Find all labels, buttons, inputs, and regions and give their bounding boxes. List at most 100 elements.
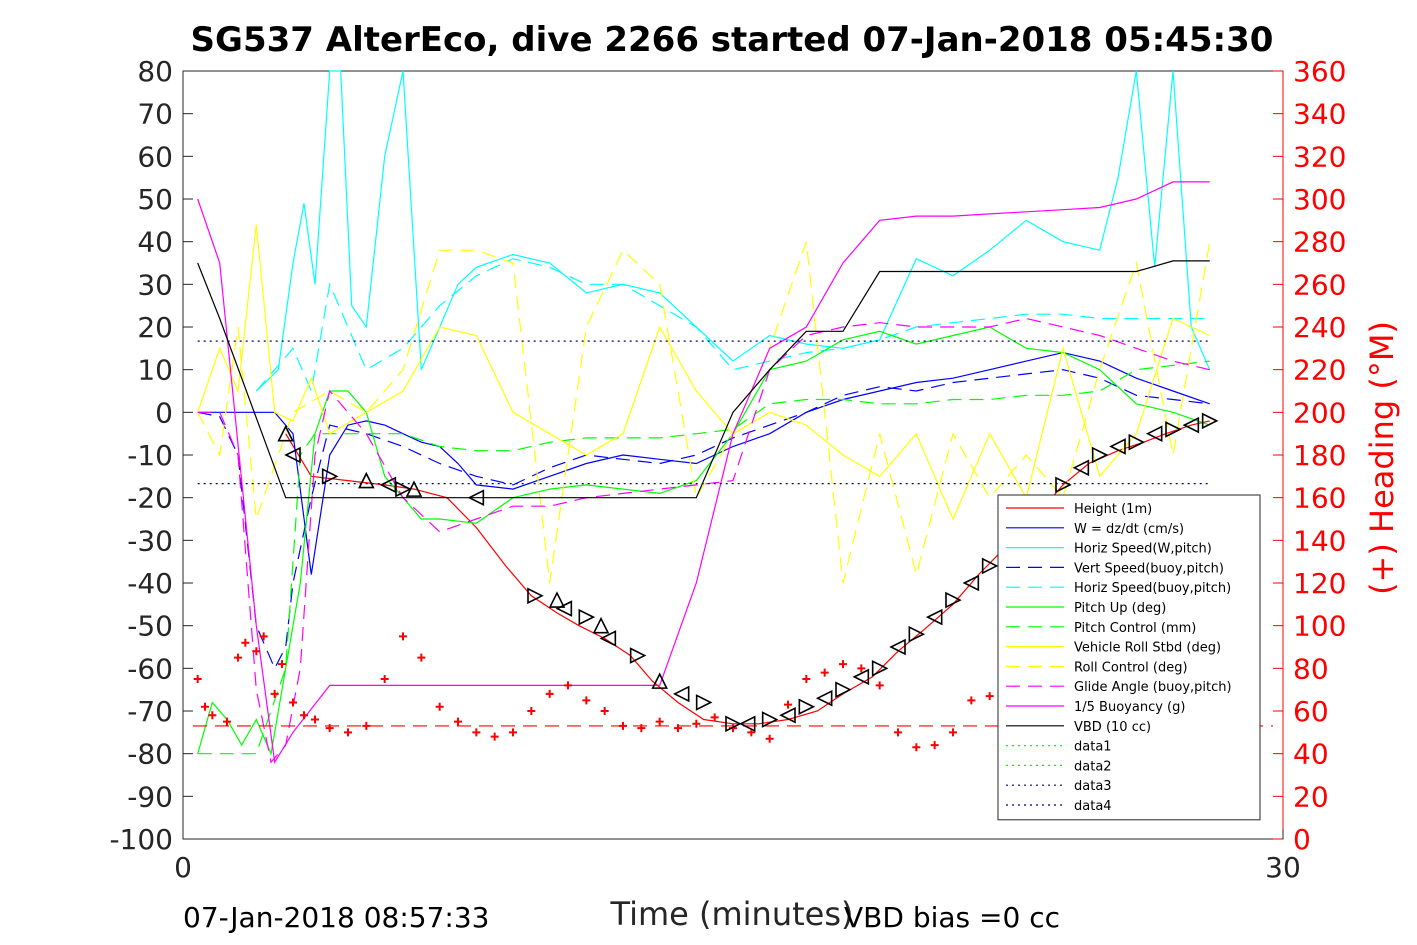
right-tick-label: 340 <box>1293 98 1346 131</box>
legend-label: Vehicle Roll Stbd (deg) <box>1074 641 1221 656</box>
climb-marker <box>835 681 852 698</box>
left-tick-label: -60 <box>127 652 173 685</box>
climb-marker <box>761 711 779 728</box>
right-tick-label: 320 <box>1293 140 1346 173</box>
heading-point <box>259 632 268 641</box>
left-tick-label: -30 <box>127 524 173 557</box>
heading-point <box>252 647 261 656</box>
heading-point <box>311 715 319 724</box>
dive-marker <box>405 480 423 497</box>
dive-marker <box>467 489 485 506</box>
legend-label: data2 <box>1074 759 1112 774</box>
heading-point <box>344 728 352 737</box>
dive-marker <box>695 694 713 711</box>
dive-marker <box>672 685 690 703</box>
climb-marker <box>779 706 796 724</box>
climb-marker <box>1201 412 1219 430</box>
right-tick-label: 280 <box>1293 226 1346 259</box>
left-tick-label: 40 <box>137 226 173 259</box>
heading-point <box>710 713 719 722</box>
heading-point <box>967 696 976 705</box>
heading-point <box>417 653 426 662</box>
axis-layer: 80706050403020100-10-20-30-40-50-60-70-8… <box>109 55 1346 884</box>
series-vert-speed-buoy-pitch <box>197 369 1210 670</box>
climb-marker <box>1109 438 1126 455</box>
legend-box <box>997 494 1261 821</box>
left-tick-label: 30 <box>137 268 173 301</box>
right-tick-label: 20 <box>1293 780 1329 813</box>
series-height-1m <box>285 420 1210 725</box>
climb-marker <box>798 698 816 716</box>
heading-point <box>289 698 297 707</box>
right-tick-label: 200 <box>1293 396 1346 429</box>
legend-label: VBD (10 cc) <box>1074 720 1151 735</box>
right-tick-label: 40 <box>1293 738 1329 771</box>
climb-marker <box>1145 425 1163 442</box>
series-roll-control-deg <box>197 241 1211 584</box>
footer-vbd-bias: VBD bias =0 cc <box>844 901 1060 934</box>
climb-marker <box>738 715 756 733</box>
left-tick-label: -100 <box>109 823 173 856</box>
dive-marker <box>578 608 596 626</box>
right-tick-label: 160 <box>1293 482 1346 515</box>
heading-point <box>234 653 242 662</box>
climb-marker <box>925 608 943 626</box>
right-tick-label: 240 <box>1293 311 1346 344</box>
heading-point <box>300 711 308 720</box>
heading-point <box>692 719 701 728</box>
climb-marker <box>945 591 962 609</box>
heading-point <box>820 668 829 677</box>
legend-label: data1 <box>1074 740 1112 755</box>
chart-title: SG537 AlterEco, dive 2266 started 07-Jan… <box>191 20 1274 60</box>
left-tick-label: -80 <box>127 738 173 771</box>
heading-point <box>674 724 682 733</box>
heading-point <box>930 741 939 750</box>
heading-point <box>399 632 407 641</box>
heading-point <box>949 728 957 737</box>
right-axis-label: (+) Heading (°M) <box>1363 321 1401 595</box>
dive-marker <box>527 587 544 605</box>
heading-point <box>193 675 202 683</box>
series-vbd-10-cc <box>197 260 1210 499</box>
dive-marker <box>321 468 339 485</box>
right-tick-label: 80 <box>1293 652 1329 685</box>
climb-marker <box>908 625 926 643</box>
dive-marker <box>284 446 301 464</box>
heading-point <box>637 724 646 733</box>
dive-marker <box>599 630 617 647</box>
right-tick-label: 260 <box>1293 268 1346 301</box>
dive-marker <box>651 672 668 689</box>
climb-marker <box>852 668 870 686</box>
legend-label: Horiz Speed(buoy,pitch) <box>1074 581 1231 596</box>
left-tick-label: -40 <box>127 567 173 600</box>
left-tick-label: -90 <box>127 780 173 813</box>
heading-point <box>784 700 792 709</box>
legend-label: data4 <box>1074 799 1112 814</box>
heading-point <box>655 717 664 726</box>
heading-point <box>802 675 811 683</box>
legend-label: Horiz Speed(W,pitch) <box>1074 542 1212 557</box>
heading-point <box>270 689 279 698</box>
dive-marker <box>358 471 375 489</box>
heading-point <box>564 681 572 690</box>
series-glide-angle-buoy-pitch <box>197 317 1210 764</box>
right-tick-label: 0 <box>1293 823 1311 856</box>
heading-point <box>472 728 481 737</box>
heading-point <box>201 702 209 711</box>
legend: Height (1m) W = dz/dt (cm/s) Horiz Speed(W… <box>997 494 1261 821</box>
climb-marker <box>871 660 889 677</box>
series-pitch-control-mm <box>197 360 1210 755</box>
dive-marker <box>395 480 412 498</box>
climb-marker <box>1182 416 1200 434</box>
right-tick-label: 180 <box>1293 439 1346 472</box>
left-tick-label: 70 <box>137 98 173 131</box>
right-tick-label: 300 <box>1293 183 1346 216</box>
heading-point <box>380 675 389 683</box>
climb-marker <box>1072 459 1090 477</box>
heading-point <box>241 638 250 647</box>
series-w-dz-dt-cm-s <box>197 351 1210 575</box>
series-layer <box>193 70 1273 764</box>
x-tick-label: 30 <box>1265 851 1301 884</box>
series-vehicle-roll-stbd-deg <box>197 224 1210 521</box>
heading-point <box>582 696 591 705</box>
